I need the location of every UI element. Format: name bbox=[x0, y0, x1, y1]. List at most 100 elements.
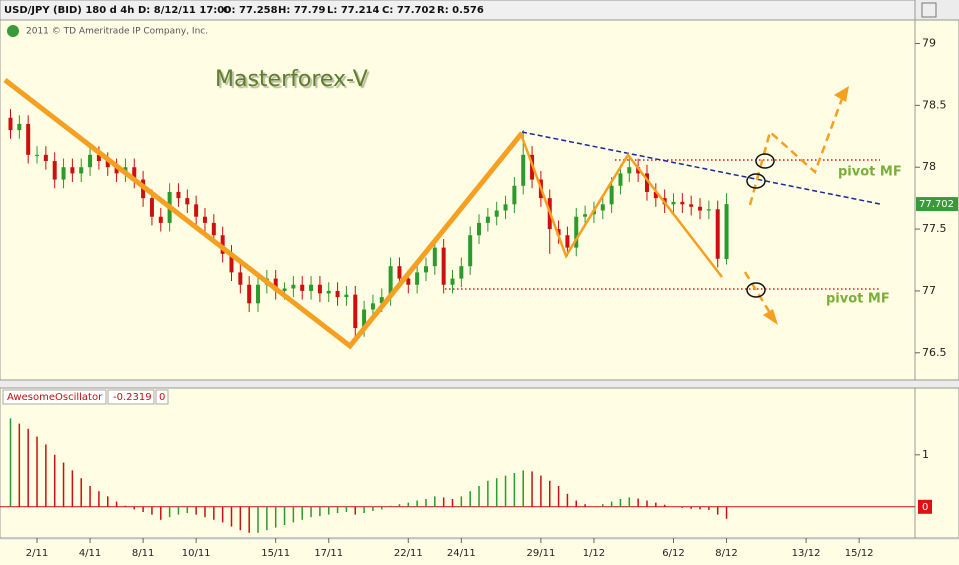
candle-body bbox=[423, 266, 428, 273]
candle-body bbox=[583, 214, 588, 217]
y-tick-label: 0 bbox=[922, 502, 928, 513]
window-button[interactable] bbox=[921, 2, 937, 18]
candle-body bbox=[247, 284, 252, 304]
bar-range: R: 0.576 bbox=[437, 5, 484, 16]
pivot-label: pivot MF bbox=[826, 292, 890, 307]
forecast-down bbox=[743, 271, 772, 314]
candle-body bbox=[202, 216, 207, 223]
trend-line bbox=[521, 131, 881, 205]
candle-body bbox=[521, 154, 526, 186]
candle-body bbox=[114, 167, 119, 174]
candle-body bbox=[238, 272, 243, 285]
x-tick-label: 29/11 bbox=[526, 548, 555, 559]
x-tick-label: 6/12 bbox=[662, 548, 684, 559]
candle-body bbox=[176, 191, 181, 199]
candle-body bbox=[706, 209, 711, 211]
y-tick-label: 76.5 bbox=[922, 346, 947, 359]
candle-body bbox=[450, 278, 455, 285]
candle-body bbox=[96, 154, 101, 162]
oscillator-axis bbox=[914, 387, 959, 539]
candle-body bbox=[220, 235, 225, 254]
candle-body bbox=[282, 288, 287, 291]
x-tick-label: 24/11 bbox=[447, 548, 476, 559]
candle-body bbox=[689, 204, 694, 207]
candle-body bbox=[370, 303, 375, 310]
x-tick-label: 8/12 bbox=[715, 548, 737, 559]
candle-body bbox=[485, 216, 490, 223]
x-tick-label: 17/11 bbox=[314, 548, 343, 559]
candle-body bbox=[273, 278, 278, 291]
candle-body bbox=[397, 266, 402, 279]
bar-open: O: 77.258 bbox=[223, 5, 278, 16]
candle-body bbox=[698, 206, 703, 211]
y-tick-label: 77.5 bbox=[922, 222, 947, 235]
marker-ellipse bbox=[746, 173, 766, 189]
copyright: 2011 © TD Ameritrade IP Company, Inc. bbox=[26, 27, 208, 37]
x-tick-label: 15/12 bbox=[845, 548, 874, 559]
x-tick-label: 4/11 bbox=[79, 548, 101, 559]
candle-body bbox=[211, 222, 216, 236]
candle-body bbox=[379, 297, 384, 304]
candle-body bbox=[388, 266, 393, 298]
candle-body bbox=[680, 201, 685, 205]
candle-body bbox=[671, 201, 676, 205]
annotations bbox=[3, 78, 881, 350]
info-icon[interactable] bbox=[7, 25, 19, 37]
candle-body bbox=[105, 161, 110, 168]
x-tick-label: 22/11 bbox=[394, 548, 423, 559]
candle-body bbox=[494, 210, 499, 217]
indicator-value: -0.2319 bbox=[113, 392, 152, 403]
y-tick-label: 1 bbox=[922, 448, 929, 461]
candle-body bbox=[415, 272, 420, 285]
candle-body bbox=[353, 294, 358, 329]
y-tick-label: 79 bbox=[922, 37, 936, 50]
candle-body bbox=[644, 173, 649, 192]
candle-body bbox=[70, 167, 75, 174]
candle-body bbox=[362, 309, 367, 329]
wave-line bbox=[520, 136, 723, 278]
y-tick-label: 77 bbox=[922, 284, 936, 297]
candle-body bbox=[26, 123, 31, 155]
candle-body bbox=[88, 154, 93, 168]
marker-ellipse bbox=[755, 153, 775, 169]
candle-body bbox=[406, 278, 411, 285]
bar-date: D: 8/12/11 17:00 bbox=[138, 5, 231, 16]
candle-body bbox=[441, 247, 446, 285]
candle-body bbox=[503, 204, 508, 211]
x-tick-label: 10/11 bbox=[182, 548, 211, 559]
zero-tag bbox=[918, 499, 932, 514]
oscillator-panel bbox=[0, 387, 916, 539]
candle-body bbox=[468, 235, 473, 267]
candle-body bbox=[61, 167, 66, 180]
candle-body bbox=[309, 284, 314, 291]
candle-body bbox=[79, 167, 84, 174]
symbol: USD/JPY (BID) 180 d 4h bbox=[4, 5, 134, 16]
candle-body bbox=[8, 117, 13, 131]
indicator-name: AwesomeOscillator bbox=[7, 392, 103, 403]
candle-body bbox=[149, 198, 154, 217]
y-tick-label: 78 bbox=[922, 160, 936, 173]
candle-body bbox=[477, 222, 482, 236]
last-price-label: 77.702 bbox=[919, 199, 954, 210]
pivot-label: pivot MF bbox=[838, 165, 902, 180]
candle-body bbox=[432, 247, 437, 267]
wave-line bbox=[3, 78, 524, 350]
candle-body bbox=[459, 266, 464, 279]
marker-ellipse bbox=[746, 282, 766, 298]
candle-body bbox=[627, 167, 632, 174]
candle-body bbox=[326, 290, 331, 294]
candle-body bbox=[158, 216, 163, 223]
candle-body bbox=[185, 198, 190, 205]
indicator-value-box bbox=[107, 389, 155, 405]
date-axis bbox=[0, 540, 959, 565]
candle-body bbox=[52, 161, 57, 180]
candle-body bbox=[556, 229, 561, 236]
candle-body bbox=[653, 191, 658, 199]
candle-body bbox=[17, 123, 22, 131]
bar-low: L: 77.214 bbox=[327, 5, 379, 16]
candle-body bbox=[609, 185, 614, 205]
last-price-tag bbox=[916, 197, 958, 212]
candle-body bbox=[229, 253, 234, 273]
